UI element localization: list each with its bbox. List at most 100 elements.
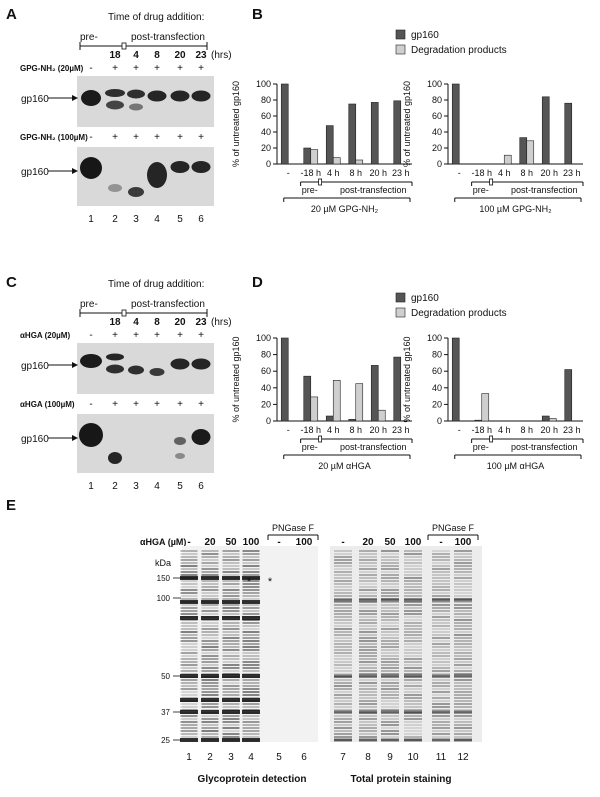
- lane-stripe: [454, 556, 472, 558]
- lane-stripe: [359, 697, 377, 699]
- lane-stripe: [222, 607, 240, 609]
- lane-stripe: [180, 610, 198, 612]
- pre-label: pre-: [80, 299, 98, 310]
- lane-stripe: [432, 664, 450, 666]
- panel-label-c: C: [6, 274, 17, 291]
- gp160-label-top: gp160: [21, 94, 49, 105]
- lane-stripe: [242, 559, 260, 561]
- pre-label: pre-: [80, 32, 98, 43]
- lane-stripe: [359, 601, 377, 603]
- lane-stripe: [242, 550, 260, 552]
- lane-stripe: [381, 637, 399, 639]
- lane-stripe: [180, 649, 198, 651]
- lane-stripe: [381, 685, 399, 687]
- lane-stripe: [222, 628, 240, 630]
- lane-stripe: [381, 730, 399, 732]
- lane-stripe: [334, 658, 352, 660]
- lane-stripe: [454, 589, 472, 591]
- band: [106, 100, 124, 110]
- lane-stripe: [201, 622, 219, 624]
- lane-stripe: [334, 721, 352, 723]
- x-tick-label: -: [287, 168, 290, 178]
- sign-row2: +: [133, 399, 139, 410]
- legend-gp160: gp160: [411, 30, 439, 41]
- lane-stripe: [454, 568, 472, 570]
- lane-stripe: [454, 631, 472, 633]
- lane-stripe: [334, 679, 352, 681]
- lane-stripe: [334, 631, 352, 633]
- lane-stripe: [334, 550, 352, 552]
- lane-stripe: [180, 568, 198, 570]
- gel-band: [334, 710, 352, 714]
- lane-stripe: [454, 583, 472, 585]
- bar-gp160: [280, 83, 289, 165]
- lane-stripe: [180, 685, 198, 687]
- lane-stripe: [201, 574, 219, 576]
- lane-stripe: [201, 685, 219, 687]
- lane-stripe: [201, 550, 219, 552]
- lane-stripe: [334, 571, 352, 573]
- lane-stripe: [404, 658, 422, 660]
- gel-band: [454, 738, 472, 742]
- lane-stripe: [242, 715, 260, 717]
- lane-stripe: [404, 562, 422, 564]
- lane-stripe: [359, 694, 377, 696]
- lane-stripe: [381, 673, 399, 675]
- lane-stripe: [359, 709, 377, 711]
- gel-band: [381, 674, 399, 678]
- lane-stripe: [180, 703, 198, 705]
- lane-stripe: [180, 589, 198, 591]
- y-axis-label: % of untreated gp160: [231, 336, 241, 422]
- panel-a-blot: Time of drug addition: pre-post-transfect…: [20, 12, 232, 225]
- lane-stripe: [359, 667, 377, 669]
- lane-stripe: [404, 619, 422, 621]
- band: [170, 90, 190, 102]
- lane-stripe: [381, 691, 399, 693]
- lane-stripe: [201, 706, 219, 708]
- lane-stripe: [242, 610, 260, 612]
- asterisk-marker: *: [247, 576, 252, 588]
- lane-stripe: [381, 604, 399, 606]
- group-post-label: post-transfection: [340, 442, 407, 452]
- bar-degradation: [503, 154, 512, 165]
- lane-stripe: [404, 571, 422, 573]
- gel-band: [201, 738, 219, 742]
- gel-band: [404, 710, 422, 714]
- lane-stripe: [242, 631, 260, 633]
- lane-stripe: [404, 679, 422, 681]
- y-tick-label: 40: [432, 383, 442, 393]
- lane-stripe: [334, 640, 352, 642]
- lane-stripe: [359, 583, 377, 585]
- lane-stripe: [201, 556, 219, 558]
- gel-band: [242, 710, 260, 714]
- lane-stripe: [454, 682, 472, 684]
- lane-stripe: [242, 571, 260, 573]
- gel-band: [242, 738, 260, 742]
- lane-stripe: [404, 610, 422, 612]
- lane-stripe: [334, 703, 352, 705]
- lane-stripe: [242, 634, 260, 636]
- lane-stripe: [359, 670, 377, 672]
- panel-label-b: B: [252, 6, 263, 23]
- x-tick-label: 20 h: [369, 425, 387, 435]
- lane-stripe: [180, 583, 198, 585]
- y-tick-label: 80: [261, 350, 271, 360]
- band: [105, 89, 125, 97]
- lane-stripe: [242, 556, 260, 558]
- lane-stripe: [359, 733, 377, 735]
- gel-band: [201, 616, 219, 620]
- sign-row2: +: [154, 399, 160, 410]
- lane-stripe: [222, 688, 240, 690]
- lane-stripe: [359, 580, 377, 582]
- lane-stripe: [404, 682, 422, 684]
- lane-stripe: [222, 613, 240, 615]
- lane-stripe: [359, 634, 377, 636]
- lane-stripe: [242, 652, 260, 654]
- lane-stripe: [242, 595, 260, 597]
- lane-stripe: [381, 571, 399, 573]
- lane-stripe: [222, 664, 240, 666]
- lane-stripe: [359, 727, 377, 729]
- row1-label: αHGA (20µM): [20, 331, 70, 340]
- band: [80, 157, 102, 179]
